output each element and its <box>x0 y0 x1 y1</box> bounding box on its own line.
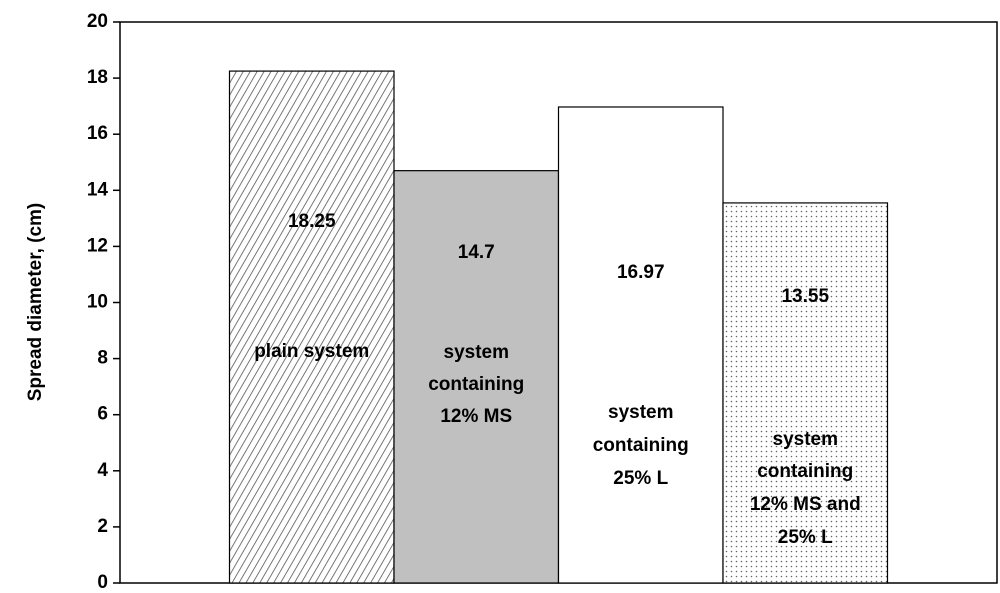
data-label: 18.25 <box>288 211 336 232</box>
category-label: containing <box>593 435 689 456</box>
y-tick-label: 6 <box>97 404 108 425</box>
category-label: system <box>444 342 510 363</box>
y-tick-label: 18 <box>87 67 108 88</box>
y-tick-label: 16 <box>87 123 108 144</box>
y-tick-label: 0 <box>97 572 108 593</box>
category-label: 12% MS <box>440 406 512 427</box>
data-label: 14.7 <box>458 242 495 263</box>
y-tick-label: 8 <box>97 348 108 369</box>
bar <box>722 202 889 584</box>
bar <box>228 70 395 584</box>
data-label: 13.55 <box>781 286 829 307</box>
category-label: 25% L <box>613 468 668 489</box>
y-tick-label: 20 <box>87 11 108 32</box>
y-tick-label: 14 <box>87 179 109 200</box>
category-label: containing <box>757 461 853 482</box>
category-label: 25% L <box>778 527 833 548</box>
bar <box>393 170 560 584</box>
y-tick-label: 4 <box>97 460 108 481</box>
y-axis-label: Spread diameter, (cm) <box>25 203 46 402</box>
y-tick-label: 2 <box>97 516 108 537</box>
y-tick-label: 10 <box>87 292 108 313</box>
y-tick-label: 12 <box>87 235 108 256</box>
category-label: 12% MS and <box>750 494 861 515</box>
category-label: plain system <box>254 341 369 362</box>
category-label: system <box>608 402 674 423</box>
category-label: containing <box>428 374 524 395</box>
bar <box>557 106 724 584</box>
data-label: 16.97 <box>617 262 665 283</box>
category-label: system <box>773 429 839 450</box>
